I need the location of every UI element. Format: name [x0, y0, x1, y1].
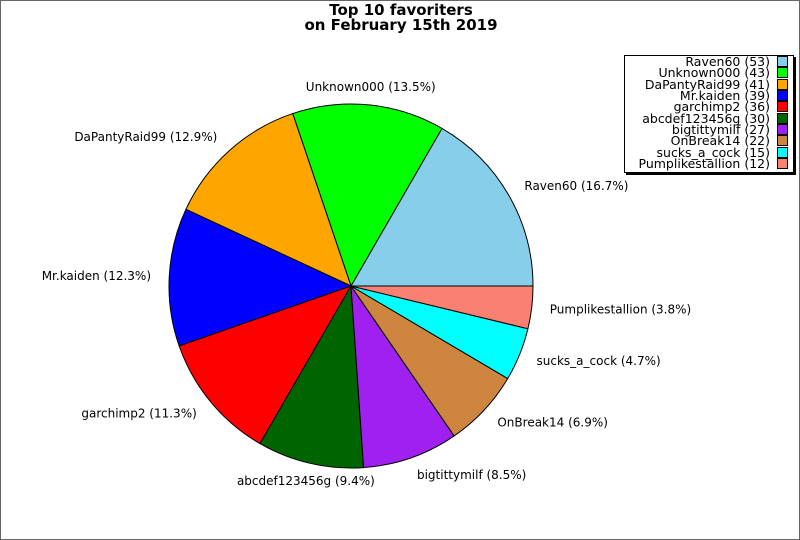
legend-entry: garchimp2 (36): [625, 99, 793, 115]
slice-label: OnBreak14 (6.9%): [497, 416, 608, 430]
legend-entry: abcdef123456g (30): [625, 110, 793, 126]
legend-swatch: [777, 90, 788, 102]
legend-swatch: [777, 78, 788, 90]
legend-swatch: [777, 157, 788, 169]
legend-entry: OnBreak14 (22): [625, 133, 793, 149]
pie-slice-garchimp2: [178, 285, 353, 445]
pie-slice-Unknown000: [292, 103, 443, 288]
legend-swatch: [777, 101, 788, 113]
legend-entry: DaPantyRaid99 (41): [625, 76, 793, 92]
pie-slice-Mr.kaiden: [168, 208, 353, 347]
pie-slice-bigtittymilf: [350, 284, 455, 469]
legend-label: Mr.kaiden (39): [679, 88, 770, 104]
slice-label: sucks_a_cock (4.7%): [537, 354, 661, 368]
legend-label: OnBreak14 (22): [670, 133, 770, 149]
title-line-2: on February 15th 2019: [304, 16, 498, 34]
legend-entry: bigtittymilf (27): [625, 121, 793, 137]
legend: Raven60 (53) Unknown000 (43) DaPantyRaid99…: [624, 55, 794, 173]
legend-swatch: [777, 146, 788, 158]
slice-label: Unknown000 (13.5%): [306, 80, 436, 94]
legend-entry: Pumplikestallion (12): [625, 155, 793, 171]
legend-entry: sucks_a_cock (15): [625, 144, 793, 160]
slice-label: Raven60 (16.7%): [524, 179, 628, 193]
legend-entry: Unknown000 (43): [625, 65, 793, 81]
slice-label: Pumplikestallion (3.8%): [550, 303, 691, 317]
pie-slice-abcdef123456g: [259, 284, 365, 469]
legend-swatch: [777, 67, 788, 79]
legend-label: Unknown000 (43): [658, 65, 770, 81]
legend-label: Raven60 (53): [685, 54, 770, 70]
legend-label: sucks_a_cock (15): [656, 144, 770, 160]
chart-title: Top 10 favoriters on February 15th 2019: [1, 1, 799, 34]
legend-swatch: [777, 123, 788, 135]
pie-slice-Pumplikestallion: [350, 285, 534, 330]
pie-slice-DaPantyRaid99: [185, 112, 352, 287]
slice-label: bigtittymilf (8.5%): [417, 468, 526, 482]
legend-entry: Raven60 (53): [625, 54, 793, 70]
slice-label: abcdef123456g (9.4%): [237, 474, 375, 488]
legend-label: DaPantyRaid99 (41): [644, 76, 770, 92]
legend-label: abcdef123456g (30): [642, 110, 770, 126]
slice-label: DaPantyRaid99 (12.9%): [74, 130, 217, 144]
slice-label: Mr.kaiden (12.3%): [42, 269, 151, 283]
legend-swatch: [777, 135, 788, 147]
legend-label: bigtittymilf (27): [671, 121, 770, 137]
legend-label: garchimp2 (36): [673, 99, 770, 115]
pie-slice-Raven60: [350, 127, 534, 287]
slice-label: garchimp2 (11.3%): [81, 407, 196, 421]
title-line-1: Top 10 favoriters: [329, 1, 473, 19]
legend-swatch: [777, 112, 788, 124]
legend-swatch: [777, 56, 788, 68]
legend-entry: Mr.kaiden (39): [625, 88, 793, 104]
legend-label: Pumplikestallion (12): [638, 155, 770, 171]
